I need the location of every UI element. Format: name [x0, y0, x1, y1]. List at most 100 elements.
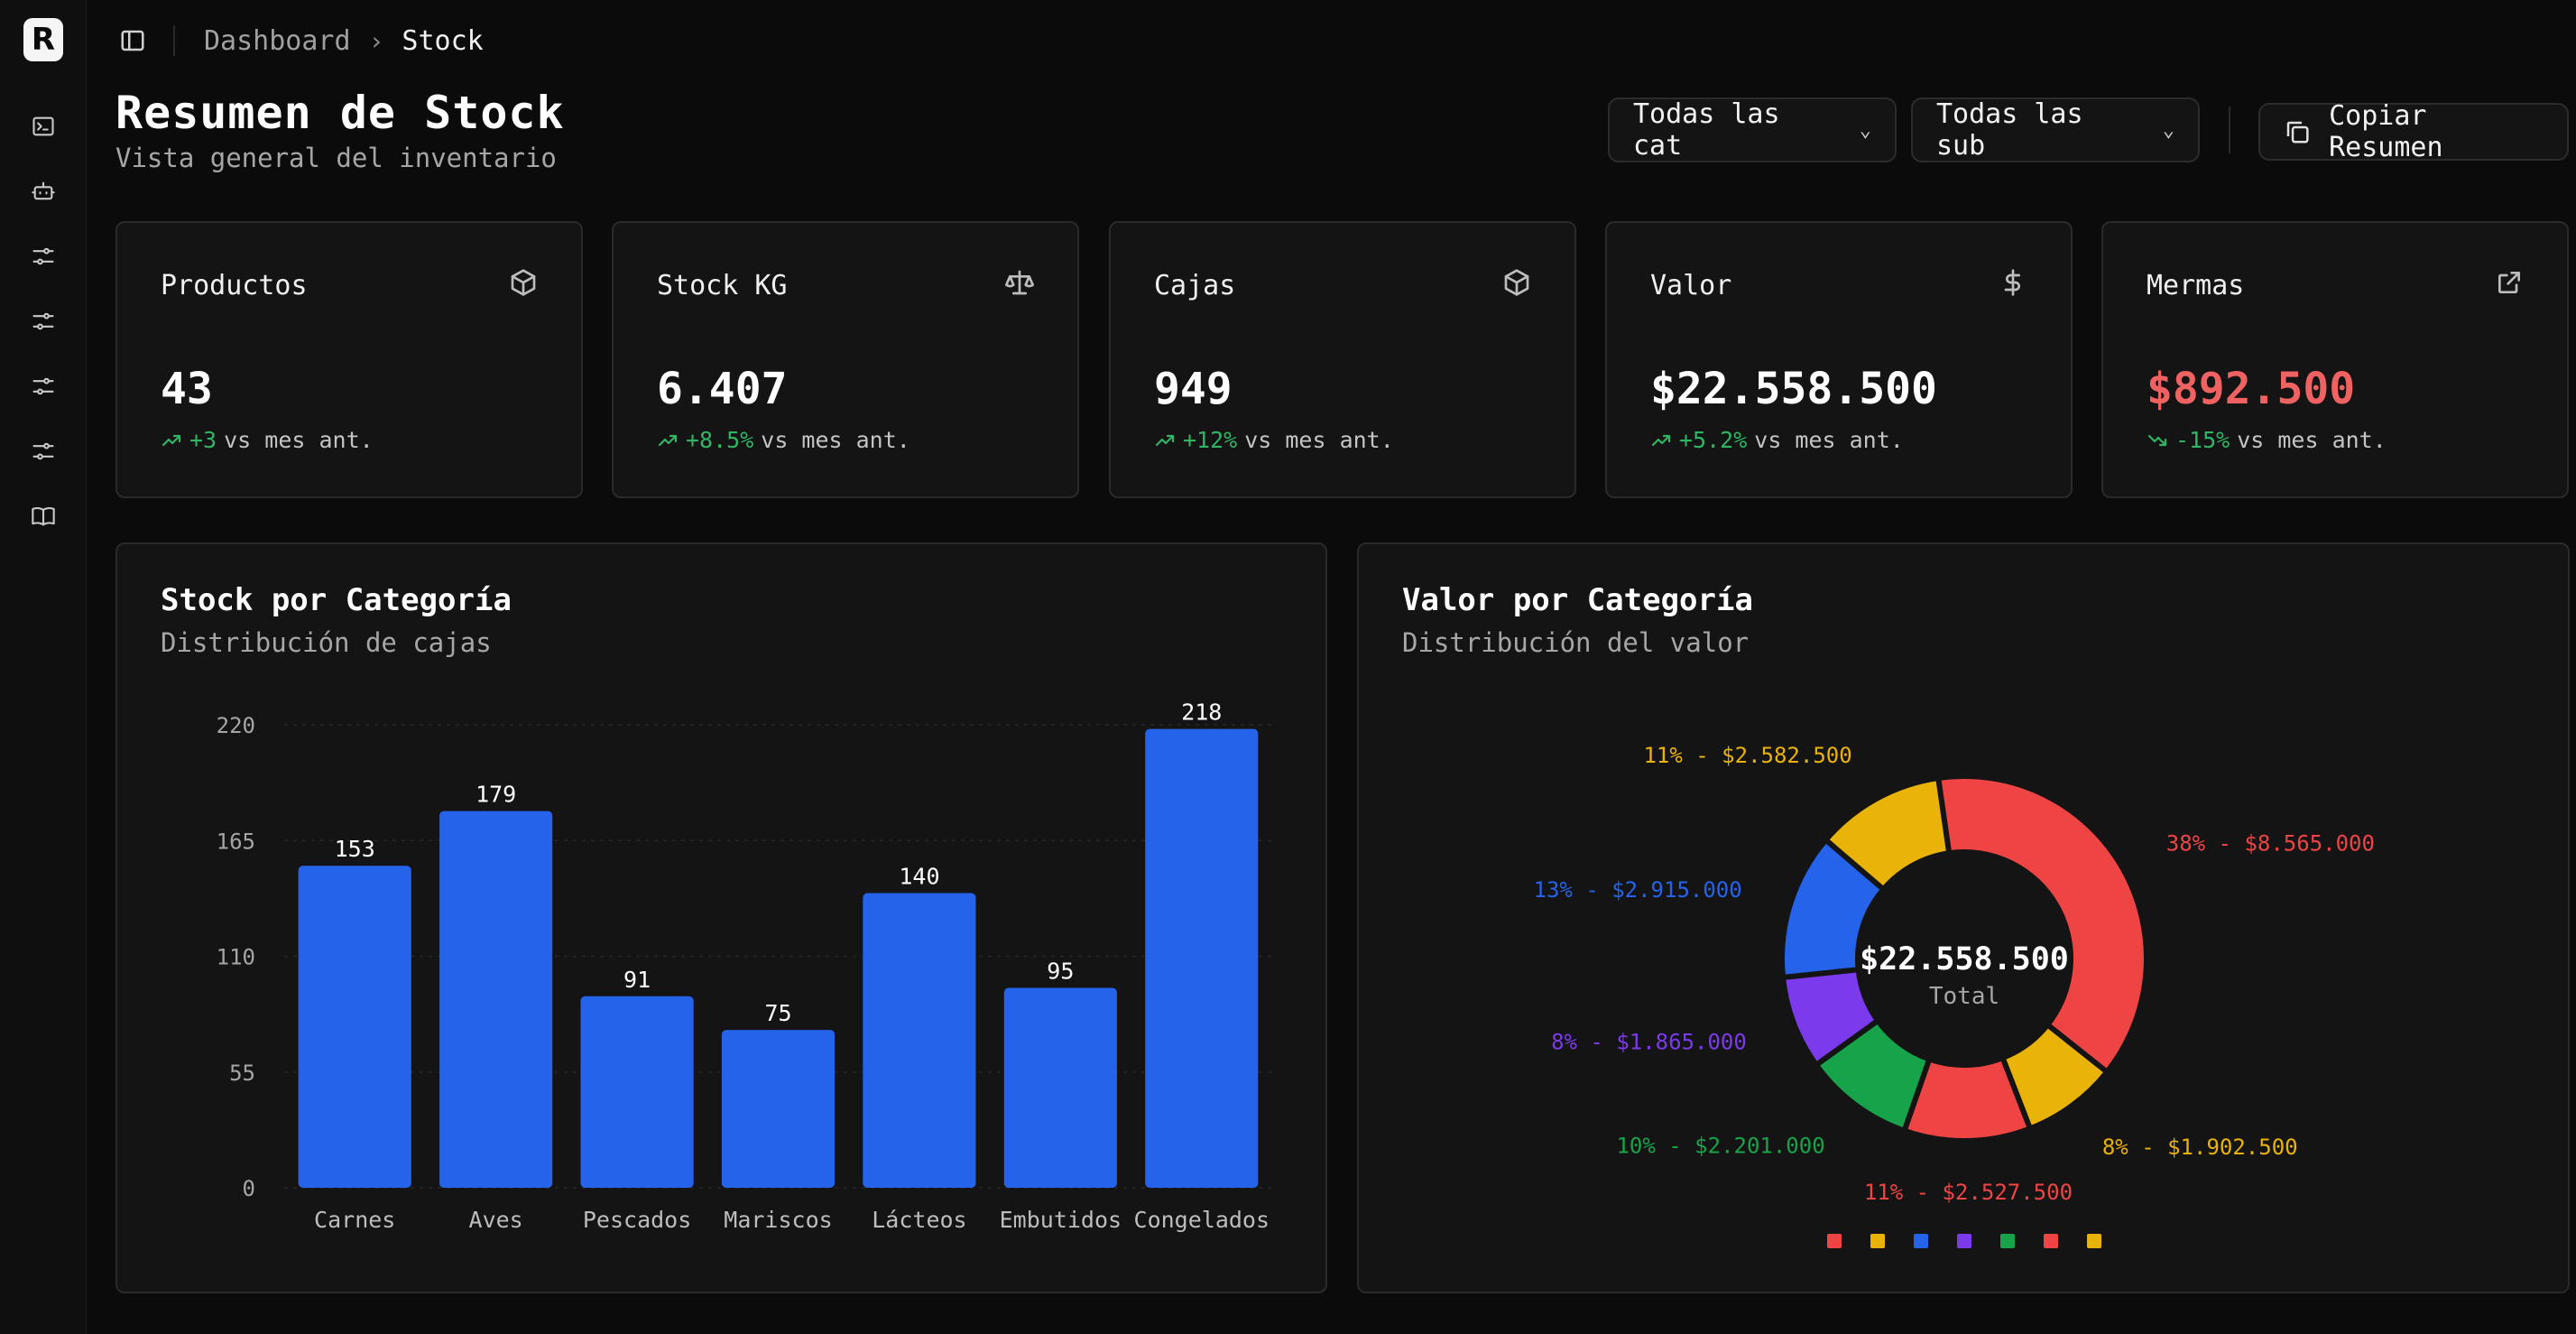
sidebar-item-settings-1[interactable] [29, 242, 58, 271]
bar-data-label: 153 [335, 836, 375, 862]
copy-icon [2286, 121, 2309, 144]
stat-card-title: Cajas [1154, 270, 1236, 301]
scale-icon [1005, 268, 1036, 299]
stat-card-suffix: vs mes ant. [1754, 427, 1904, 453]
category-select-value: Todas las cat [1633, 98, 1780, 162]
sidebar-item-settings-2[interactable] [29, 307, 58, 336]
y-tick-label: 55 [229, 1061, 255, 1086]
category-select[interactable]: Todas las cat ⌄ [1608, 97, 1897, 162]
pie-chart-subtitle: Distribución del valor [1402, 627, 1750, 658]
external-link-icon [2495, 268, 2525, 299]
copy-summary-button[interactable]: Copiar Resumen [2258, 100, 2569, 163]
stat-card-mermas: Mermas $892.500 -15% vs mes ant. [2101, 221, 2569, 498]
donut-slice-label: 8% - $1.865.000 [1551, 1030, 1747, 1055]
donut-center-label: Total [1929, 983, 1999, 1010]
subcategory-select-value: Todas las sub [1936, 98, 2083, 162]
legend-swatch [1957, 1234, 1971, 1248]
y-tick-label: 110 [217, 945, 255, 970]
stat-card-value: $22.558.500 [1650, 364, 1937, 414]
donut-slice-label: 10% - $2.201.000 [1616, 1134, 1824, 1159]
chevron-down-icon: ⌄ [1859, 118, 1871, 142]
legend-swatch [2044, 1234, 2058, 1248]
sidebar: R [0, 0, 87, 1334]
app-logo[interactable]: R [23, 18, 63, 61]
bot-icon [32, 181, 55, 200]
page-subtitle: Vista general del inventario [115, 143, 557, 173]
bar-chart-title: Stock por Categoría [161, 582, 512, 618]
sidebar-item-terminal[interactable] [29, 112, 58, 141]
stat-card-valor: Valor $22.558.500 +5.2% vs mes ant. [1605, 221, 2073, 498]
donut-slice [1822, 774, 1953, 894]
stat-card-suffix: vs mes ant. [761, 427, 910, 453]
stat-card-trend: +3 vs mes ant. [161, 427, 374, 453]
legend-swatch [1827, 1234, 1842, 1248]
bar-data-label: 75 [764, 1000, 791, 1026]
stat-card-value: 6.407 [657, 364, 788, 414]
bar-chart: 0 55 110 165 220 153 Carnes 179 Aves 91 Pescados 75… [217, 699, 1272, 1233]
breadcrumb: Dashboard › Stock [204, 23, 484, 58]
donut-slice-label: 11% - $2.527.500 [1864, 1180, 2073, 1205]
stat-card-delta: +12% [1183, 427, 1238, 453]
stat-card-suffix: vs mes ant. [224, 427, 374, 453]
sidebar-item-docs[interactable] [29, 502, 58, 531]
topbar-divider [173, 25, 175, 56]
trending-up-icon [1651, 434, 1671, 446]
y-tick-label: 165 [217, 829, 255, 854]
donut-slice-label: 38% - $8.565.000 [2166, 831, 2375, 857]
x-tick-label: Mariscos [724, 1207, 832, 1233]
sidebar-item-settings-3[interactable] [29, 372, 58, 401]
stat-card-delta: -15% [2175, 427, 2230, 453]
copy-summary-label: Copiar Resumen [2329, 100, 2443, 163]
bar-data-label: 179 [475, 782, 516, 808]
stat-card-suffix: vs mes ant. [1244, 427, 1394, 453]
donut-slice-label: 13% - $2.915.000 [1534, 877, 1742, 903]
donut-slice-label: 8% - $1.902.500 [2102, 1135, 2298, 1160]
y-tick-label: 0 [243, 1176, 255, 1201]
bar [1145, 728, 1259, 1188]
dollar-icon [1999, 268, 2029, 299]
panel-left-icon [121, 30, 144, 51]
sidebar-item-settings-4[interactable] [29, 437, 58, 466]
breadcrumb-dashboard-link[interactable]: Dashboard [204, 24, 351, 57]
box-icon [1502, 268, 1533, 299]
trending-up-icon [162, 434, 181, 446]
stat-card-title: Productos [161, 270, 308, 301]
bar-data-label: 91 [623, 967, 651, 993]
sidebar-toggle-button[interactable] [117, 25, 148, 56]
legend-swatch [1914, 1234, 1928, 1248]
stat-card-title: Stock KG [657, 270, 788, 301]
x-tick-label: Embutidos [1000, 1207, 1122, 1233]
sliders-icon [32, 247, 54, 265]
bar-data-label: 218 [1181, 699, 1222, 726]
book-icon [32, 507, 55, 526]
stat-card-value: 949 [1154, 364, 1233, 414]
bar [1003, 987, 1117, 1188]
stat-card-delta: +8.5% [686, 427, 754, 453]
stat-card-value: 43 [161, 364, 213, 414]
header-divider [2229, 107, 2230, 153]
x-tick-label: Carnes [314, 1207, 395, 1233]
trending-up-icon [658, 434, 678, 446]
page-title: Resumen de Stock [115, 87, 565, 139]
x-tick-label: Lácteos [872, 1207, 966, 1233]
pie-chart-title: Valor por Categoría [1402, 582, 1753, 618]
sidebar-item-bot[interactable] [29, 177, 58, 206]
legend-swatch [1870, 1234, 1885, 1248]
stat-card-delta: +3 [189, 427, 217, 453]
stat-card-trend: -15% vs mes ant. [2147, 427, 2387, 453]
bar-data-label: 95 [1047, 958, 1074, 984]
donut-center-value: $22.558.500 [1860, 941, 2069, 977]
legend-swatch [2000, 1234, 2015, 1248]
breadcrumb-current: Stock [402, 24, 484, 57]
trending-down-icon [2147, 434, 2167, 446]
chevron-right-icon: › [368, 25, 384, 56]
sliders-icon [32, 442, 54, 460]
bar [580, 996, 694, 1188]
terminal-icon [32, 116, 54, 136]
bar-data-label: 140 [899, 864, 939, 890]
donut-slice-label: 11% - $2.582.500 [1643, 743, 1851, 768]
x-tick-label: Congelados [1134, 1207, 1270, 1233]
subcategory-select[interactable]: Todas las sub ⌄ [1911, 97, 2200, 162]
donut-slice [1934, 774, 2149, 1076]
legend-swatch [2087, 1234, 2101, 1248]
